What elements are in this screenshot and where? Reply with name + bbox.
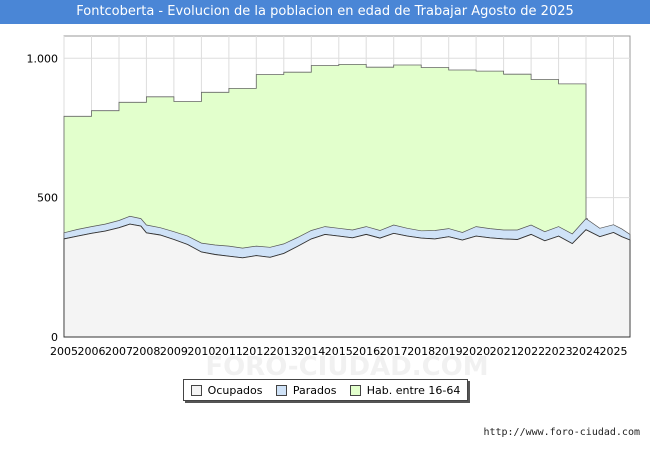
x-tick-label: 2012 xyxy=(242,345,270,358)
x-tick-label: 2018 xyxy=(407,345,435,358)
title-bar xyxy=(0,0,650,24)
legend-item-hab: Hab. entre 16-64 xyxy=(349,383,461,397)
watermark: FORO-CIUDAD.COM xyxy=(205,352,488,382)
x-tick-label: 2023 xyxy=(545,345,573,358)
x-tick-label: 2021 xyxy=(490,345,518,358)
x-tick-label: 2008 xyxy=(132,345,160,358)
legend-item-parados: Parados xyxy=(275,383,337,397)
legend-swatch-ocupados xyxy=(190,384,202,396)
legend: Ocupados Parados Hab. entre 16-64 xyxy=(183,379,468,401)
x-tick-label: 2010 xyxy=(187,345,215,358)
x-tick-label: 2014 xyxy=(297,345,325,358)
x-tick-label: 2024 xyxy=(572,345,600,358)
x-tick-label: 2005 xyxy=(50,345,78,358)
x-tick-label: 2020 xyxy=(462,345,490,358)
x-tick-label: 2006 xyxy=(78,345,106,358)
legend-label-parados: Parados xyxy=(292,383,337,397)
x-tick-label: 2007 xyxy=(105,345,133,358)
legend-label-hab: Hab. entre 16-64 xyxy=(366,383,461,397)
x-tick-label: 2019 xyxy=(435,345,463,358)
source-url: http://www.foro-ciudad.com xyxy=(483,427,640,438)
x-tick-label: 2017 xyxy=(380,345,408,358)
y-tick-label: 0 xyxy=(51,331,58,344)
x-tick-label: 2013 xyxy=(270,345,298,358)
legend-swatch-parados xyxy=(275,384,287,396)
x-tick-label: 2015 xyxy=(325,345,353,358)
legend-label-ocupados: Ocupados xyxy=(207,383,263,397)
x-tick-label: 2025 xyxy=(600,345,628,358)
x-tick-label: 2016 xyxy=(352,345,380,358)
x-tick-label: 2022 xyxy=(517,345,545,358)
y-tick-label: 1.000 xyxy=(27,52,59,65)
legend-swatch-hab xyxy=(349,384,361,396)
y-tick-label: 500 xyxy=(37,192,58,205)
legend-item-ocupados: Ocupados xyxy=(190,383,263,397)
series-ocupados-area xyxy=(63,223,631,338)
x-tick-label: 2011 xyxy=(215,345,243,358)
chart-title: Fontcoberta - Evolucion de la poblacion … xyxy=(76,4,574,19)
x-tick-label: 2009 xyxy=(160,345,188,358)
